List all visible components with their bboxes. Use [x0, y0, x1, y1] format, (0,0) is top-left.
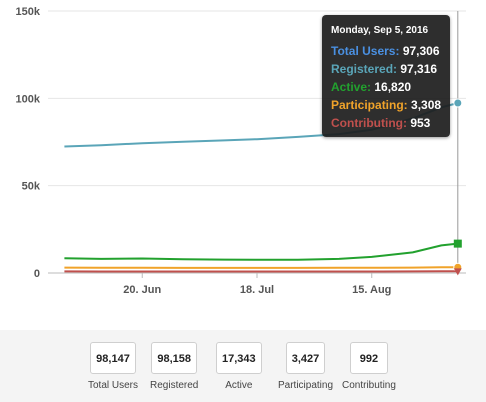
stat-value-registered: 98,158: [151, 342, 197, 374]
x-tick-label: 18. Jul: [240, 284, 274, 296]
tooltip-value-participating: 3,308: [411, 98, 442, 112]
stat-value-participating: 3,427: [285, 342, 326, 374]
stat-total-users: 98,147 Total Users: [88, 342, 138, 391]
stat-label-registered: Registered: [150, 380, 199, 391]
stat-active: 17,343 Active: [216, 342, 262, 391]
chart-tooltip: Monday, Sep 5, 2016 Total Users: 97,306 …: [322, 15, 450, 137]
x-tick-label: 15. Aug: [352, 284, 391, 296]
stat-label-total-users: Total Users: [88, 380, 139, 391]
stat-value-contributing: 992: [349, 342, 388, 374]
series-line-participating: [64, 266, 458, 269]
tooltip-value-registered: 97,316: [400, 62, 438, 76]
tooltip-value-total-users: 97,306: [402, 44, 440, 58]
tooltip-label-active: Active:: [331, 80, 372, 94]
series-marker-active: [453, 239, 462, 248]
tooltip-label-registered: Registered:: [331, 62, 398, 76]
tooltip-row-contributing: Contributing: 953: [331, 114, 443, 132]
stat-value-active: 17,343: [216, 342, 262, 374]
stat-label-contributing: Contributing: [342, 380, 396, 391]
tooltip-label-contributing: Contributing:: [331, 116, 407, 130]
stat-label-active: Active: [225, 380, 253, 391]
stat-registered: 98,158 Registered: [150, 342, 198, 391]
y-tick-label: 50k: [22, 181, 41, 193]
tooltip-row-participating: Participating: 3,308: [331, 96, 443, 114]
stat-label-participating: Participating: [278, 380, 334, 391]
series-line-active: [64, 242, 458, 261]
tooltip-row-total-users: Total Users: 97,306: [331, 42, 443, 60]
tooltip-row-registered: Registered: 97,316: [331, 60, 443, 78]
series-marker-registered: [453, 98, 463, 108]
y-tick-label: 150k: [16, 6, 41, 18]
tooltip-label-total-users: Total Users:: [331, 44, 400, 58]
stats-footer: 98,147 Total Users 98,158 Registered 17,…: [0, 330, 486, 402]
tooltip-label-participating: Participating:: [331, 98, 408, 112]
y-tick-label: 100k: [16, 93, 41, 105]
series-marker-contributing: [453, 268, 462, 276]
chart-area: 150k 100k 50k 0 20. Jun 18. Jul 15. Aug Monday…: [0, 0, 486, 330]
tooltip-row-active: Active: 16,820: [331, 78, 443, 96]
stat-contributing: 992 Contributing: [342, 342, 396, 391]
tooltip-value-contributing: 953: [410, 116, 431, 130]
tooltip-value-active: 16,820: [374, 80, 412, 94]
x-tick-label: 20. Jun: [123, 284, 161, 296]
stat-participating: 3,427 Participating: [278, 342, 333, 391]
stat-value-total-users: 98,147: [90, 342, 136, 374]
y-tick-label: 0: [34, 268, 40, 280]
tooltip-date: Monday, Sep 5, 2016: [331, 25, 429, 36]
line-chart[interactable]: 150k 100k 50k 0 20. Jun 18. Jul 15. Aug: [0, 0, 486, 330]
